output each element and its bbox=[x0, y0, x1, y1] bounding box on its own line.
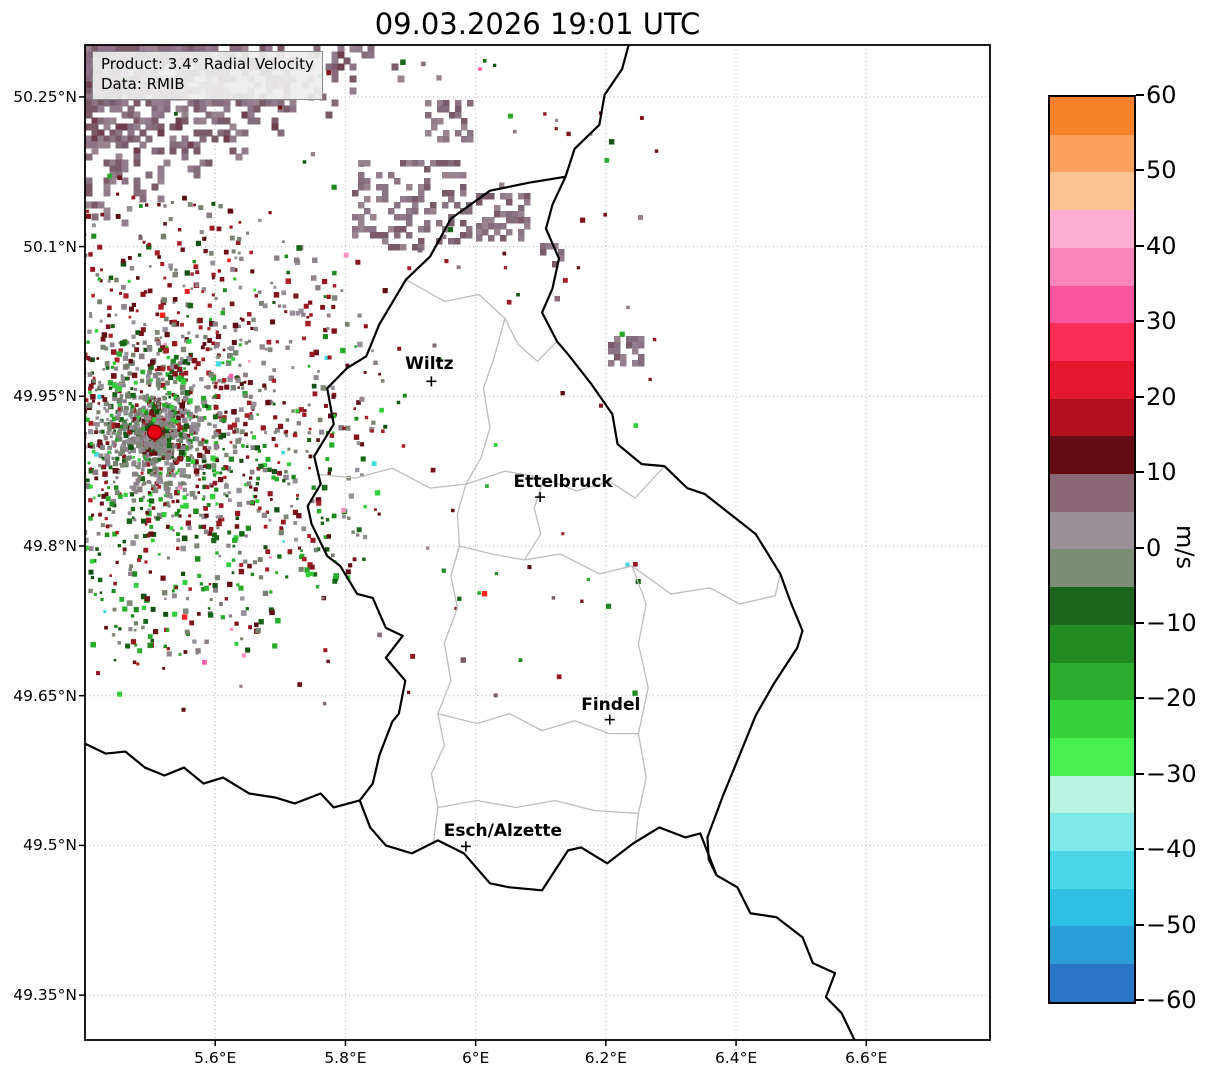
colorbar-segment bbox=[1050, 926, 1134, 965]
colorbar-segment bbox=[1050, 549, 1134, 588]
colorbar-tick bbox=[1136, 621, 1144, 624]
radar-echoes bbox=[85, 45, 659, 712]
x-tick-label: 5.8°E bbox=[324, 1049, 367, 1067]
colorbar-tick-label: −10 bbox=[1146, 608, 1197, 637]
colorbar-tick-label: −50 bbox=[1146, 910, 1197, 939]
colorbar-tick-label: −40 bbox=[1146, 835, 1197, 864]
colorbar-tick bbox=[1136, 772, 1144, 775]
colorbar-tick-label: 30 bbox=[1146, 307, 1177, 336]
colorbar-segment bbox=[1050, 737, 1134, 776]
city-label: Findel bbox=[581, 694, 641, 715]
colorbar-segment bbox=[1050, 172, 1134, 211]
colorbar-tick bbox=[1136, 999, 1144, 1001]
x-tick-label: 5.6°E bbox=[194, 1049, 237, 1067]
colorbar-segment bbox=[1050, 360, 1134, 399]
y-tick-label: 49.65°N bbox=[13, 686, 77, 705]
x-tick-label: 6°E bbox=[461, 1049, 490, 1067]
colorbar-tick-label: 10 bbox=[1146, 458, 1177, 487]
colorbar-tick bbox=[1136, 697, 1144, 700]
colorbar-tick-label: 0 bbox=[1146, 533, 1162, 562]
x-tick-label: 6.2°E bbox=[584, 1049, 627, 1067]
country-borders bbox=[85, 45, 856, 1040]
colorbar-unit-label: m/s bbox=[1170, 525, 1199, 569]
colorbar-tick bbox=[1136, 94, 1144, 96]
city-label: Wiltz bbox=[405, 354, 454, 375]
colorbar-segment bbox=[1050, 323, 1134, 361]
colorbar-tick bbox=[1136, 320, 1144, 323]
colorbar-segment bbox=[1050, 511, 1134, 550]
colorbar-segment bbox=[1050, 285, 1134, 324]
colorbar-tick bbox=[1136, 395, 1144, 398]
colorbar-segment bbox=[1050, 436, 1134, 475]
y-tick-label: 49.35°N bbox=[13, 986, 77, 1005]
figure-title: 09.03.2026 19:01 UTC bbox=[374, 7, 701, 41]
colorbar-segment bbox=[1050, 624, 1134, 663]
city-label: Esch/Alzette bbox=[443, 821, 563, 842]
city-label: Ettelbruck bbox=[513, 472, 613, 493]
colorbar-tick-label: −20 bbox=[1146, 684, 1197, 713]
colorbar-segment bbox=[1050, 134, 1134, 173]
colorbar-segment bbox=[1050, 775, 1134, 814]
colorbar-tick bbox=[1136, 546, 1144, 549]
colorbar-segment bbox=[1050, 813, 1134, 852]
colorbar-segment bbox=[1050, 662, 1134, 701]
colorbar-tick-label: 50 bbox=[1146, 156, 1177, 185]
plot-frame bbox=[84, 44, 991, 1041]
gridlines bbox=[85, 45, 990, 1040]
y-tick-label: 50.25°N bbox=[13, 87, 77, 106]
colorbar-tick bbox=[1136, 471, 1144, 474]
colorbar-segment bbox=[1050, 888, 1134, 927]
product-line: Product: 3.4° Radial Velocity bbox=[101, 55, 314, 73]
colorbar-tick bbox=[1136, 169, 1144, 172]
y-tick-label: 49.5°N bbox=[23, 836, 77, 855]
colorbar-segment bbox=[1050, 474, 1134, 512]
colorbar-tick-label: −30 bbox=[1146, 759, 1197, 788]
colorbar-tick bbox=[1136, 923, 1144, 926]
colorbar-segment bbox=[1050, 700, 1134, 738]
y-tick-label: 50.1°N bbox=[23, 237, 77, 256]
product-info-box: Product: 3.4° Radial Velocity Data: RMIB bbox=[92, 51, 323, 100]
colorbar-segment bbox=[1050, 247, 1134, 286]
colorbar-segment bbox=[1050, 587, 1134, 625]
radar-site-dot bbox=[146, 424, 163, 440]
colorbar-tick bbox=[1136, 244, 1144, 247]
colorbar-segment bbox=[1050, 398, 1134, 437]
colorbar-segment bbox=[1050, 210, 1134, 248]
colorbar-segment bbox=[1050, 851, 1134, 889]
x-tick-label: 6.4°E bbox=[714, 1049, 758, 1067]
y-tick-label: 49.8°N bbox=[23, 536, 77, 555]
colorbar-tick-label: 60 bbox=[1146, 81, 1177, 109]
colorbar-tick-label: −60 bbox=[1146, 986, 1197, 1014]
x-tick-label: 6.6°E bbox=[845, 1049, 888, 1067]
colorbar-segment bbox=[1050, 97, 1134, 135]
colorbar-segment bbox=[1050, 964, 1134, 1002]
colorbar bbox=[1048, 95, 1136, 1004]
region-borders bbox=[316, 278, 781, 844]
colorbar-tick-label: 40 bbox=[1146, 231, 1177, 260]
data-source-line: Data: RMIB bbox=[101, 74, 185, 93]
colorbar-tick-label: 20 bbox=[1146, 382, 1177, 411]
y-tick-label: 49.95°N bbox=[13, 387, 77, 406]
colorbar-tick bbox=[1136, 848, 1144, 851]
